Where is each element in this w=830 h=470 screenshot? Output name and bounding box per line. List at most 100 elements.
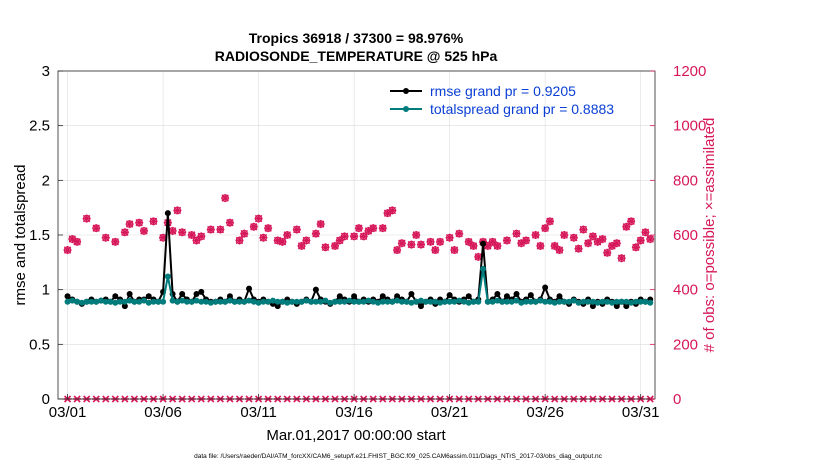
spread-point [484, 298, 491, 305]
obs-assimilated-point [259, 233, 268, 242]
y-left-tick-label: 1 [42, 282, 50, 299]
rmse-point [64, 293, 71, 300]
spread-point [155, 298, 162, 305]
rmse-point [556, 293, 563, 300]
spread-point [203, 298, 210, 305]
obs-assimilated-point [436, 237, 445, 246]
obs-assimilated-point [254, 214, 263, 223]
spread-point [164, 273, 171, 280]
obs-assimilated-point [431, 246, 440, 255]
spread-point [556, 298, 563, 305]
obs-assimilated-point [388, 206, 397, 215]
y-right-tick-label: 1200 [673, 63, 706, 80]
obs-assimilated-point [264, 224, 273, 233]
rmse-point [121, 303, 128, 310]
x-tick-label: 03/01 [49, 404, 87, 421]
obs-assimilated-point [63, 246, 72, 255]
spread-point [379, 298, 386, 305]
spread-point [279, 298, 286, 305]
spread-point [623, 298, 630, 305]
y-left-tick-label: 2 [42, 172, 50, 189]
obs-assimilated-point [149, 217, 158, 226]
obs-assimilated-point [359, 232, 368, 241]
obs-assimilated-point [502, 236, 511, 245]
rmse-point [613, 303, 620, 310]
spread-point [398, 298, 405, 305]
x-tick-label: 03/21 [431, 404, 469, 421]
obs-assimilated-point [135, 218, 144, 227]
y-right-axis: 0 200 400 600 800 1000 1200 [650, 63, 706, 408]
spread-point [456, 297, 463, 304]
spread-point [561, 298, 568, 305]
obs-assimilated-point [488, 237, 497, 246]
spread-point [618, 298, 625, 305]
spread-point [317, 298, 324, 305]
spread-point [465, 299, 472, 306]
spread-point [260, 298, 267, 305]
spread-point [499, 298, 506, 305]
spread-point [250, 298, 257, 305]
spread-point [637, 298, 644, 305]
obs-assimilated-point [646, 235, 655, 244]
legend-spread-label: totalspread grand pr = 0.8883 [430, 101, 614, 117]
rmse-point [198, 288, 205, 295]
obs-assimilated-point [617, 254, 626, 263]
obs-assimilated-point [221, 194, 230, 203]
spread-point [136, 298, 143, 305]
spread-point [188, 298, 195, 305]
obs-assimilated-point [249, 222, 258, 231]
y-left-axis-label: rmse and totalspread [12, 165, 29, 306]
spread-point [265, 298, 272, 305]
obs-assimilated-point [335, 236, 344, 245]
spread-point [336, 298, 343, 305]
rmse-point [179, 291, 186, 298]
obs-assimilated-point [474, 252, 483, 261]
obs-assimilated-point [350, 232, 359, 241]
spread-point [413, 298, 420, 305]
rmse-point [513, 291, 520, 298]
spread-point [589, 298, 596, 305]
rmse-point [351, 293, 358, 300]
spread-point [394, 297, 401, 304]
rmse-point [417, 303, 424, 310]
spread-point [83, 298, 90, 305]
obs-assimilated-point [225, 218, 234, 227]
y-right-tick-label: 0 [673, 391, 681, 408]
spread-point [74, 298, 81, 305]
y-right-tick-label: 200 [673, 336, 698, 353]
spread-point [494, 297, 501, 304]
rmse-point [164, 210, 171, 217]
obs-assimilated-point [608, 241, 617, 250]
obs-assimilated-point [178, 228, 187, 237]
spread-point [121, 298, 128, 305]
obs-assimilated-point [125, 220, 134, 229]
obs-assimilated-point [517, 239, 526, 248]
rmse-point [542, 284, 549, 291]
y-right-tick-label: 400 [673, 282, 698, 299]
spread-point [537, 297, 544, 304]
obs-assimilated-point [331, 241, 340, 250]
y-left-tick-label: 3 [42, 63, 50, 80]
obs-assimilated-point [393, 246, 402, 255]
spread-point [441, 298, 448, 305]
spread-point [360, 298, 367, 305]
spread-point [594, 299, 601, 306]
spread-point [298, 298, 305, 305]
obs-assimilated-point [235, 236, 244, 245]
spread-point [231, 298, 238, 305]
spread-point [322, 297, 329, 304]
obs-assimilated-point [378, 224, 387, 233]
obs-assimilated-point [302, 236, 311, 245]
obs-assimilated-point [588, 232, 597, 241]
obs-assimilated-point [111, 237, 120, 246]
y-left-tick-label: 0.5 [29, 336, 50, 353]
spread-point [246, 297, 253, 304]
spread-point [609, 299, 616, 306]
obs-assimilated-point [522, 236, 531, 245]
spread-point [284, 299, 291, 306]
obs-assimilated-point [354, 224, 363, 233]
obs-assimilated-point [612, 239, 621, 248]
spread-point [403, 298, 410, 305]
spread-point [222, 298, 229, 305]
obs-assimilated-point [273, 236, 282, 245]
